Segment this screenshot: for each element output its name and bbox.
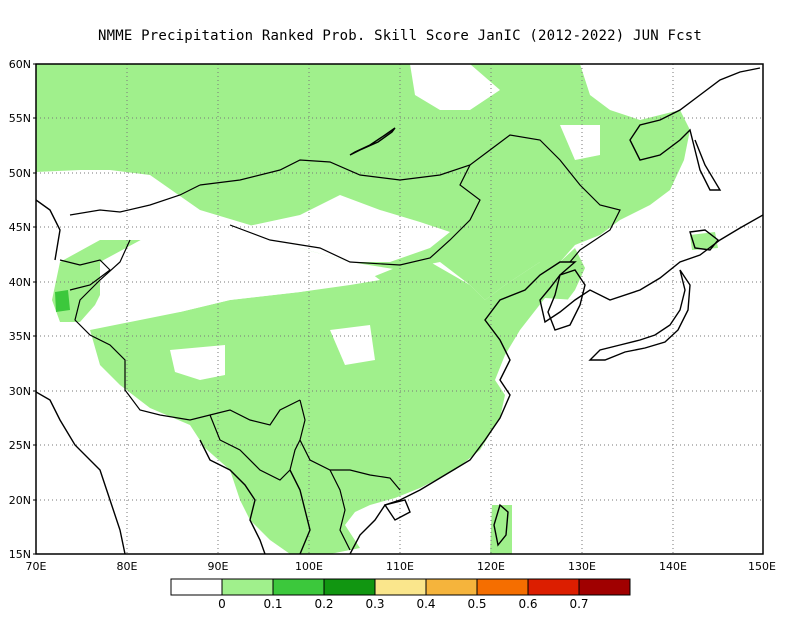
lon-label-80e: 80E (117, 560, 138, 573)
skill-field (36, 64, 763, 554)
border-myanmar (209, 414, 301, 481)
skill-region-hokkaido (690, 232, 718, 250)
colorbar-swatch (374, 578, 427, 596)
lon-label-120e: 120E (477, 560, 505, 573)
colorbar-label: 0.2 (314, 597, 333, 611)
coast-japan (588, 269, 691, 361)
lon-label-110e: 110E (386, 560, 414, 573)
no-skill-tibet (170, 345, 225, 380)
lat-label-40n: 40N (9, 276, 31, 289)
colorbar-swatch (425, 578, 478, 596)
lat-tick-marks (33, 63, 36, 555)
map-title: NMME Precipitation Ranked Prob. Skill Sc… (97, 28, 702, 44)
lat-label-30n: 30N (9, 385, 31, 398)
lon-label-90e: 90E (208, 560, 229, 573)
lat-axis-labels: 15N 20N 25N 30N 35N 40N 45N 50N 55N 60N (9, 58, 31, 561)
no-skill-north-manchuria (560, 125, 600, 160)
skill-region-taiwan (490, 505, 512, 554)
coast-hainan (383, 499, 411, 521)
colorbar-label: 0.6 (518, 597, 537, 611)
coast-east-asia (349, 214, 763, 554)
lat-label-45n: 45N (9, 221, 31, 234)
colorbar-label: 0.7 (569, 597, 588, 611)
colorbar-swatch (323, 578, 376, 596)
lat-label-50n: 50N (9, 167, 31, 180)
coast-caspian-east (36, 199, 61, 261)
coast-hokkaido (689, 229, 719, 251)
colorbar-swatch (527, 578, 580, 596)
skill-region-north (36, 64, 690, 300)
lon-label-140e: 140E (659, 560, 687, 573)
skill-region-central (90, 248, 585, 554)
lon-axis-labels: 70E 80E 90E 100E 110E 120E 130E 140E 150… (26, 560, 776, 573)
border-kazakh (69, 184, 201, 216)
colorbar-swatch (476, 578, 529, 596)
lat-label-25n: 25N (9, 439, 31, 452)
lon-label-130e: 130E (568, 560, 596, 573)
lon-label-70e: 70E (26, 560, 47, 573)
lon-label-100e: 100E (295, 560, 323, 573)
ocean-north-pacific (690, 64, 763, 225)
colorbar-label: 0.4 (416, 597, 435, 611)
gridlines (36, 64, 763, 554)
skill-region-high (55, 290, 70, 312)
border-china-north (199, 134, 621, 263)
lat-label-55n: 55N (9, 112, 31, 125)
lat-label-60n: 60N (9, 58, 31, 71)
map-frame (35, 63, 764, 555)
colorbar-swatch (221, 578, 274, 596)
country-borders (59, 134, 621, 551)
no-skill-siberia-b (580, 64, 680, 120)
coast-indochina (289, 469, 311, 554)
border-china-west (74, 239, 301, 426)
ocean-indian (36, 378, 240, 554)
no-skill-siberia-a (410, 64, 500, 110)
coast-india (36, 391, 126, 554)
colorbar-swatch (170, 578, 223, 596)
border-central-asia (59, 259, 111, 291)
no-skill-sichuan (330, 325, 375, 365)
coast-korea (547, 269, 586, 331)
colorbar-label: 0 (218, 597, 226, 611)
colorbar-label: 0.5 (467, 597, 486, 611)
lon-label-150e: 150E (748, 560, 776, 573)
coast-bay-of-bengal (199, 439, 266, 554)
lat-label-35n: 35N (9, 330, 31, 343)
no-skill-mongolia (230, 195, 450, 262)
lat-label-20n: 20N (9, 494, 31, 507)
lat-label-15n: 15N (9, 548, 31, 561)
colorbar-swatch (272, 578, 325, 596)
no-skill-taklamakan (100, 235, 380, 312)
border-mongolia-south (229, 164, 481, 266)
coast-taiwan (493, 503, 509, 547)
colorbar-label: 0.3 (365, 597, 384, 611)
ocean-area (505, 230, 763, 554)
colorbar-label: 0.1 (263, 597, 282, 611)
border-indochina (329, 469, 351, 551)
coastlines (36, 67, 763, 554)
colorbar-swatch (578, 578, 631, 596)
coast-baikal (349, 127, 396, 156)
colorbar-legend: 0 0.1 0.2 0.3 0.4 0.5 0.6 0.7 (170, 578, 631, 611)
coast-kamchatka-okhotsk (629, 67, 761, 191)
